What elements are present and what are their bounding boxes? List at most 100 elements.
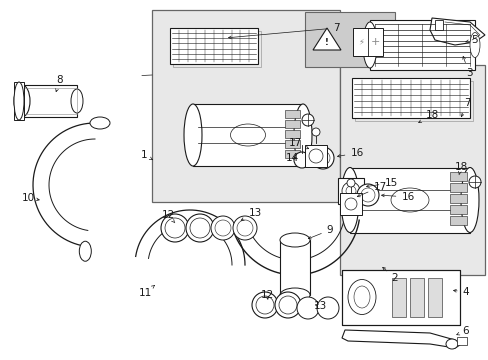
Text: 9: 9: [307, 225, 333, 239]
Ellipse shape: [340, 167, 358, 233]
Text: 17: 17: [357, 182, 386, 197]
Text: !: !: [325, 37, 328, 46]
Ellipse shape: [468, 176, 480, 188]
Text: 18: 18: [418, 110, 438, 123]
Text: 18: 18: [453, 162, 467, 175]
Polygon shape: [341, 330, 459, 348]
Bar: [449, 205, 466, 214]
Text: 11: 11: [138, 285, 154, 298]
Ellipse shape: [293, 152, 309, 168]
Text: 5: 5: [465, 35, 477, 45]
Ellipse shape: [341, 182, 359, 200]
Ellipse shape: [460, 167, 478, 233]
Bar: [173, 31, 261, 67]
Text: 16: 16: [337, 148, 363, 158]
Ellipse shape: [296, 297, 318, 319]
Bar: [449, 183, 466, 192]
Bar: [170, 28, 258, 64]
Ellipse shape: [311, 147, 333, 169]
Ellipse shape: [280, 288, 309, 302]
Ellipse shape: [469, 32, 479, 58]
Bar: [14, 82, 24, 120]
Ellipse shape: [90, 117, 110, 129]
Text: ⚡: ⚡: [357, 37, 363, 46]
Ellipse shape: [210, 216, 235, 240]
Bar: [305, 12, 394, 67]
Bar: [341, 270, 459, 325]
Text: +: +: [369, 37, 379, 47]
Text: 6: 6: [456, 326, 468, 336]
Text: 4: 4: [452, 287, 468, 297]
Bar: [434, 20, 442, 30]
Ellipse shape: [315, 151, 329, 165]
Bar: [193, 104, 303, 166]
Ellipse shape: [14, 85, 30, 117]
Ellipse shape: [316, 297, 338, 319]
Text: 12: 12: [161, 210, 175, 223]
Bar: [285, 140, 299, 148]
Ellipse shape: [256, 296, 273, 314]
Bar: [22, 85, 77, 117]
Bar: [337, 178, 363, 204]
Ellipse shape: [161, 214, 189, 242]
Ellipse shape: [14, 82, 24, 120]
Bar: [280, 240, 309, 295]
Bar: [456, 337, 466, 345]
Ellipse shape: [293, 104, 311, 166]
Bar: [409, 278, 423, 317]
Bar: [352, 28, 382, 56]
Ellipse shape: [345, 198, 356, 210]
Ellipse shape: [71, 89, 83, 113]
Text: 8: 8: [56, 75, 63, 92]
Ellipse shape: [274, 292, 301, 318]
Bar: [427, 278, 441, 317]
Ellipse shape: [215, 220, 230, 236]
Bar: [449, 194, 466, 203]
Bar: [305, 145, 326, 167]
Bar: [349, 168, 469, 233]
Ellipse shape: [183, 104, 202, 166]
Ellipse shape: [346, 179, 354, 187]
Ellipse shape: [347, 279, 375, 315]
Ellipse shape: [302, 114, 313, 126]
Text: 17: 17: [288, 138, 308, 149]
Ellipse shape: [362, 22, 376, 68]
Bar: [354, 81, 472, 121]
Bar: [351, 78, 469, 118]
Text: 1: 1: [141, 150, 152, 160]
Ellipse shape: [445, 339, 457, 349]
Bar: [391, 278, 405, 317]
Ellipse shape: [279, 296, 296, 314]
Text: 3: 3: [462, 57, 471, 78]
Ellipse shape: [311, 128, 319, 136]
Ellipse shape: [164, 218, 184, 238]
Ellipse shape: [79, 241, 91, 261]
Bar: [339, 65, 484, 275]
Ellipse shape: [356, 184, 378, 206]
Text: 14: 14: [285, 153, 298, 163]
Bar: [449, 216, 466, 225]
Bar: [339, 193, 361, 215]
Text: 13: 13: [313, 301, 326, 311]
Ellipse shape: [190, 218, 209, 238]
Ellipse shape: [308, 149, 323, 163]
Ellipse shape: [360, 188, 374, 202]
Text: 2: 2: [382, 267, 398, 283]
Bar: [449, 172, 466, 181]
Ellipse shape: [232, 216, 257, 240]
Bar: [285, 110, 299, 118]
Text: 10: 10: [21, 193, 39, 203]
Text: 15: 15: [366, 178, 397, 188]
Bar: [152, 10, 339, 202]
Bar: [285, 120, 299, 128]
Text: 13: 13: [241, 208, 261, 220]
Bar: [285, 130, 299, 138]
Bar: [285, 150, 299, 158]
Polygon shape: [312, 28, 340, 50]
Bar: [369, 20, 474, 70]
Ellipse shape: [185, 214, 214, 242]
Ellipse shape: [237, 220, 252, 236]
Bar: [22, 88, 77, 114]
Ellipse shape: [280, 233, 309, 247]
Text: 16: 16: [381, 192, 414, 202]
